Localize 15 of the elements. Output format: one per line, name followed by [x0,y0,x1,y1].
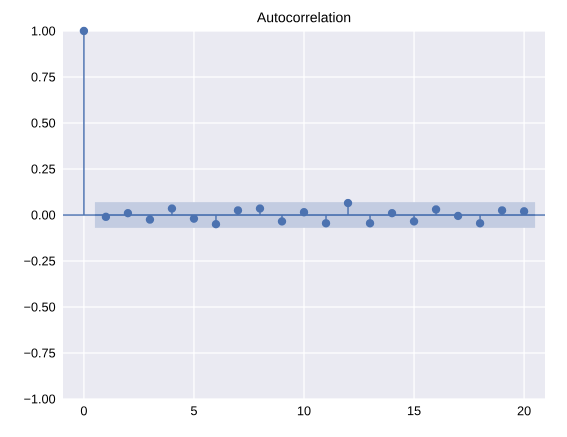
y-tick-label: −0.50 [24,302,56,312]
y-tick-label: −0.75 [24,348,56,358]
x-tick-label: 0 [80,406,87,416]
y-tick-label: −0.25 [24,256,56,266]
y-tick-label: −1.00 [24,394,56,404]
y-tick-label: 0.00 [31,210,56,220]
y-tick-label: 0.75 [31,72,56,82]
x-tick-label: 5 [190,406,197,416]
y-tick-label: 0.25 [31,164,56,174]
y-tick-label: 0.50 [31,118,56,128]
x-tick-label: 20 [518,406,531,416]
y-tick-label: 1.00 [32,26,56,36]
x-tick-label: 15 [408,406,421,416]
chart-title: Autocorrelation [256,12,350,22]
x-tick-label: 10 [298,406,311,416]
